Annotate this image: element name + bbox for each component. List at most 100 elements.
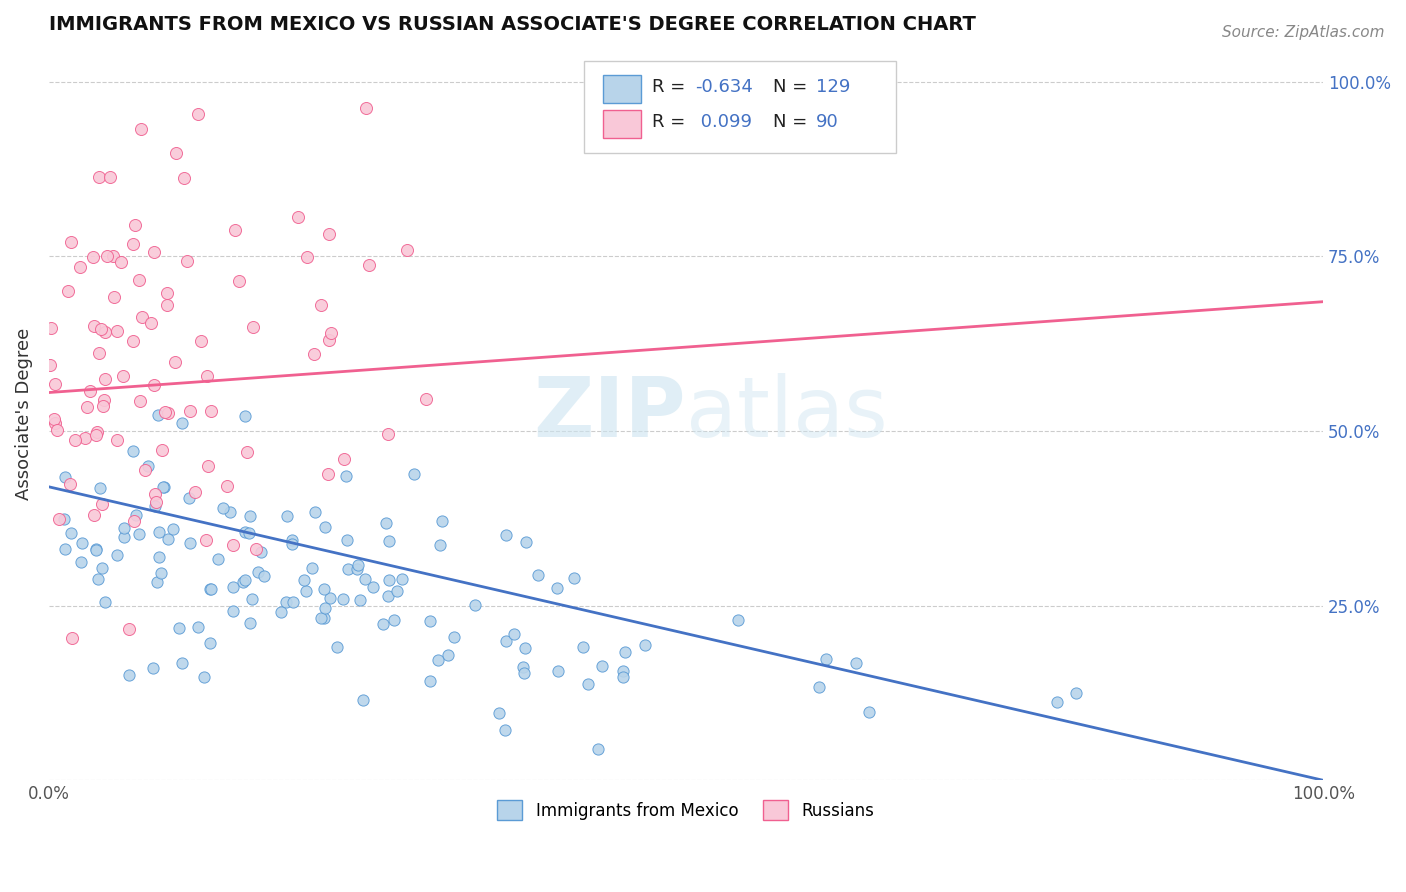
Point bbox=[63, 434, 86, 448]
Point bbox=[443, 630, 465, 644]
Point bbox=[93, 393, 115, 408]
Point bbox=[815, 651, 838, 665]
Point bbox=[512, 666, 534, 681]
Point bbox=[222, 538, 245, 552]
Point bbox=[336, 533, 359, 548]
Point bbox=[105, 548, 128, 562]
Point bbox=[222, 604, 245, 618]
Point bbox=[353, 572, 375, 586]
Point bbox=[385, 583, 408, 598]
Point bbox=[312, 582, 335, 597]
Point bbox=[429, 538, 451, 552]
Point bbox=[218, 505, 240, 519]
Point bbox=[53, 470, 76, 484]
Point bbox=[253, 568, 276, 582]
Point bbox=[236, 444, 259, 458]
Point bbox=[238, 525, 260, 540]
Point bbox=[378, 534, 401, 549]
Point bbox=[170, 656, 193, 670]
Point bbox=[228, 274, 250, 288]
Point bbox=[354, 101, 377, 115]
Point bbox=[107, 433, 129, 447]
Point bbox=[170, 416, 193, 430]
Text: N =: N = bbox=[773, 113, 813, 131]
Point bbox=[128, 393, 150, 408]
Point bbox=[316, 467, 339, 481]
Point bbox=[281, 537, 304, 551]
Point bbox=[347, 558, 370, 573]
Point bbox=[195, 369, 218, 384]
Point bbox=[44, 377, 66, 392]
Point bbox=[139, 317, 162, 331]
Point bbox=[193, 669, 215, 683]
Point bbox=[845, 656, 868, 670]
Point bbox=[112, 521, 135, 535]
Legend: Immigrants from Mexico, Russians: Immigrants from Mexico, Russians bbox=[491, 793, 882, 827]
Point bbox=[238, 509, 260, 524]
Point bbox=[197, 459, 219, 474]
Text: IMMIGRANTS FROM MEXICO VS RUSSIAN ASSOCIATE'S DEGREE CORRELATION CHART: IMMIGRANTS FROM MEXICO VS RUSSIAN ASSOCI… bbox=[49, 15, 976, 34]
Point bbox=[402, 467, 425, 481]
Point bbox=[105, 325, 128, 339]
Point bbox=[430, 514, 453, 528]
Point bbox=[200, 635, 222, 649]
Point bbox=[179, 536, 201, 550]
Point bbox=[571, 640, 593, 654]
Point bbox=[124, 218, 146, 232]
Point bbox=[48, 512, 70, 526]
Point bbox=[361, 580, 384, 594]
Point bbox=[167, 621, 190, 635]
Point bbox=[187, 620, 209, 634]
Point bbox=[128, 273, 150, 287]
Point bbox=[333, 451, 356, 466]
Point bbox=[93, 325, 115, 339]
Point bbox=[59, 476, 82, 491]
Point bbox=[233, 525, 256, 540]
Point bbox=[86, 542, 108, 557]
Point bbox=[576, 677, 599, 691]
Point bbox=[142, 378, 165, 392]
Point bbox=[378, 573, 401, 587]
Point bbox=[156, 298, 179, 312]
Point bbox=[184, 485, 207, 500]
Point bbox=[238, 616, 260, 631]
Point bbox=[165, 355, 187, 369]
Point bbox=[281, 533, 304, 547]
Point bbox=[162, 523, 184, 537]
Point bbox=[612, 670, 634, 684]
Point bbox=[419, 674, 441, 689]
Point bbox=[96, 250, 118, 264]
Point bbox=[527, 567, 550, 582]
Point bbox=[148, 408, 170, 422]
Point bbox=[190, 334, 212, 348]
Point bbox=[101, 249, 124, 263]
Point bbox=[39, 358, 62, 372]
Point bbox=[153, 405, 176, 419]
Point bbox=[148, 549, 170, 564]
Text: R =: R = bbox=[651, 78, 690, 96]
Point bbox=[87, 572, 110, 586]
Point bbox=[515, 535, 537, 549]
Point bbox=[75, 431, 97, 445]
Point bbox=[396, 243, 419, 257]
Point bbox=[122, 237, 145, 252]
Point bbox=[294, 573, 316, 587]
Point bbox=[195, 533, 218, 547]
Point bbox=[70, 556, 93, 570]
Point bbox=[377, 589, 399, 603]
Point bbox=[415, 392, 437, 406]
Point bbox=[156, 406, 179, 420]
Point bbox=[118, 667, 141, 681]
Point bbox=[512, 659, 534, 673]
Point bbox=[727, 614, 749, 628]
Point bbox=[53, 541, 76, 556]
Point bbox=[200, 404, 222, 418]
Point bbox=[118, 622, 141, 636]
Point bbox=[314, 520, 336, 534]
Bar bbox=[603, 75, 641, 103]
Point bbox=[94, 372, 117, 386]
Point bbox=[45, 423, 67, 437]
Point bbox=[377, 427, 399, 442]
Point bbox=[153, 480, 176, 494]
Point bbox=[103, 290, 125, 304]
